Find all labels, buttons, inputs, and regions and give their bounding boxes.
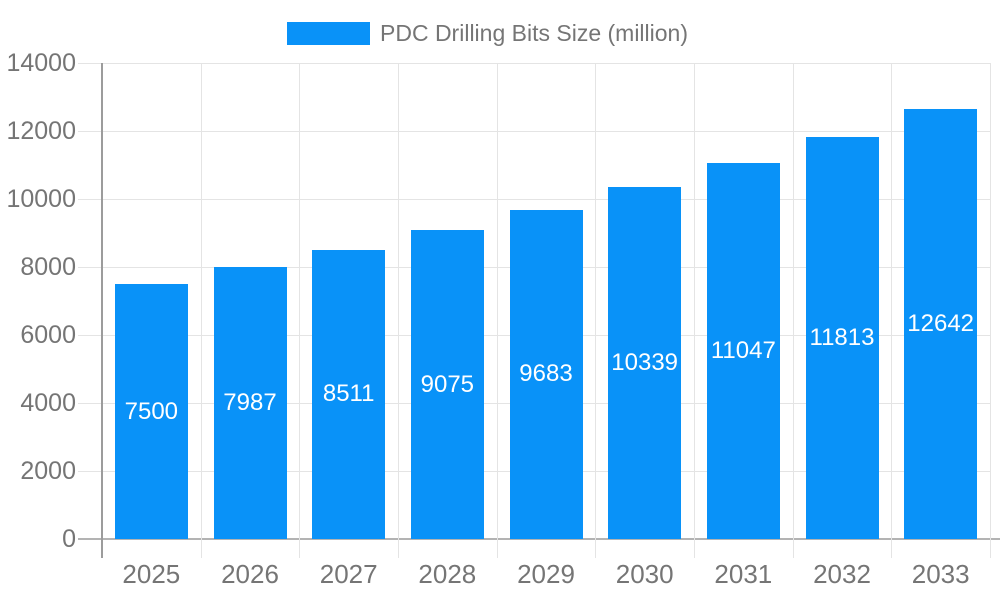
bar — [410, 230, 484, 539]
x-axis-tick-label: 2028 — [418, 559, 477, 589]
y-axis-tick-label: 0 — [62, 525, 76, 553]
legend-series-label: PDC Drilling Bits Size (million) — [380, 20, 688, 46]
x-gridline — [595, 63, 597, 558]
y-gridline — [78, 63, 990, 64]
y-axis-tick-label: 2000 — [20, 457, 76, 485]
bar-value-label: 12642 — [907, 310, 975, 338]
bar-value-label: 11047 — [710, 337, 776, 365]
y-axis-tick-label: 10000 — [6, 185, 76, 213]
bar — [904, 109, 978, 539]
bar — [805, 137, 879, 539]
x-gridline — [792, 63, 794, 558]
y-axis-tick-label: 8000 — [20, 253, 76, 281]
bar — [706, 163, 780, 539]
bar-value-label: 11813 — [809, 324, 875, 352]
x-axis-tick-label: 2030 — [615, 559, 674, 589]
y-gridline — [78, 131, 990, 132]
x-axis-tick-label: 2029 — [517, 559, 575, 589]
y-axis-line — [101, 63, 103, 558]
y-axis-tick-label: 4000 — [20, 389, 76, 417]
x-axis-line — [78, 538, 1000, 540]
x-gridline — [694, 63, 695, 558]
x-axis-tick-label: 2033 — [911, 559, 970, 589]
x-gridline — [398, 63, 399, 558]
bar-value-label: 9683 — [519, 360, 573, 388]
x-gridline — [990, 63, 991, 558]
x-axis-tick-label: 2025 — [122, 559, 181, 589]
x-gridline — [299, 63, 301, 558]
bar — [213, 267, 287, 539]
legend: PDC Drilling Bits Size (million) — [287, 20, 688, 47]
bar-value-label: 7987 — [223, 389, 277, 417]
bar — [312, 249, 386, 539]
legend-swatch — [287, 22, 370, 45]
y-gridline — [78, 199, 990, 200]
x-axis-tick-label: 2031 — [714, 559, 773, 589]
x-axis-tick-label: 2032 — [813, 559, 871, 589]
y-axis-tick-label: 6000 — [20, 321, 76, 349]
x-axis-tick-label: 2027 — [319, 559, 378, 589]
x-axis-tick-label: 2026 — [221, 559, 279, 589]
bar-value-label: 8511 — [322, 380, 375, 408]
y-axis-tick-label: 14000 — [6, 49, 76, 77]
y-axis-tick-label: 12000 — [6, 117, 76, 145]
x-gridline — [496, 63, 498, 558]
x-gridline — [200, 63, 202, 558]
bar — [509, 209, 583, 539]
bar-value-label: 7500 — [124, 397, 179, 425]
bar-value-label: 9075 — [420, 370, 475, 398]
bar-value-label: 10339 — [611, 349, 679, 377]
bar — [608, 187, 682, 539]
x-gridline — [891, 63, 893, 558]
bar — [114, 284, 188, 539]
